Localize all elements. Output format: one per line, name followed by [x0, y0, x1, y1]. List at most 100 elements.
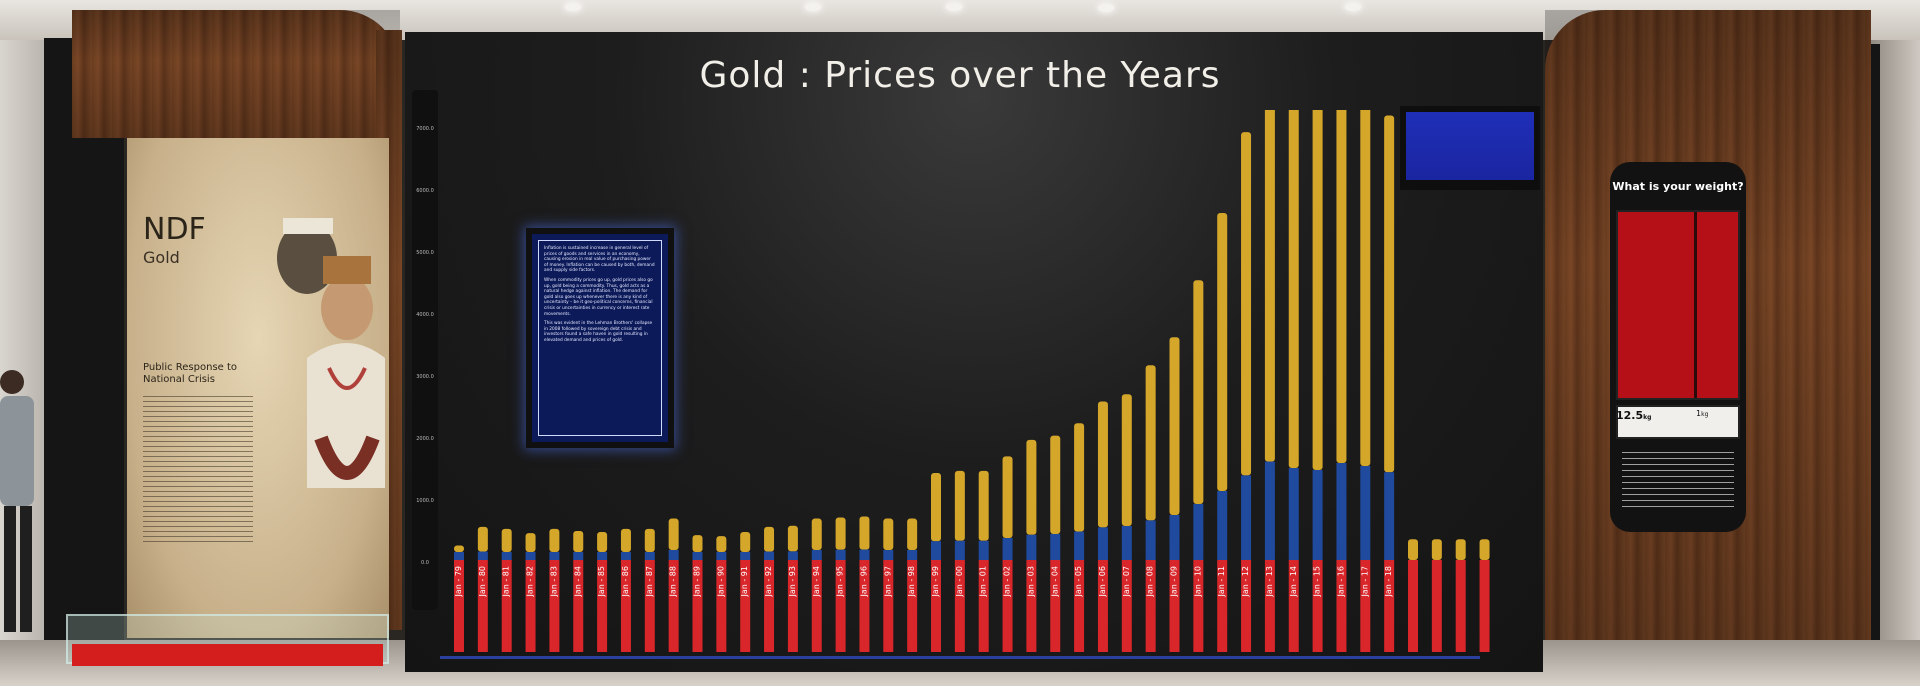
bar-red-label-strip — [1097, 560, 1108, 652]
bar-year-label: Jan - 81 — [502, 566, 511, 597]
bar-gold-segment — [1002, 456, 1013, 538]
bar-red-label-strip — [1431, 560, 1442, 652]
bar-gold-segment — [954, 470, 965, 541]
bar-gold-segment — [883, 518, 894, 550]
bar-year-label: Jan - 98 — [907, 566, 916, 597]
bar-blue-segment — [1145, 520, 1156, 560]
bar-gold-segment — [716, 536, 727, 552]
wall-title: Gold : Prices over the Years — [699, 55, 1221, 96]
bar-red-label-strip — [787, 560, 798, 652]
ndf-gold-poster: NDF Gold Public Response to National Cri… — [127, 138, 389, 638]
bar-gold-segment — [978, 470, 989, 541]
bar-blue-segment — [811, 550, 822, 560]
bar-year-label: Jan - 07 — [1122, 566, 1131, 597]
axis-tick-label: 4000.0 — [416, 312, 434, 318]
bar-year-label: Jan - 99 — [931, 566, 940, 597]
bar-blue-segment — [1241, 475, 1252, 560]
inflation-info-screen: Inflation is sustained increase in gener… — [526, 228, 674, 448]
bar-year-label: Jan - 85 — [597, 566, 606, 597]
bar-gold-segment — [1241, 132, 1252, 476]
bar-year-label: Jan - 88 — [669, 566, 678, 597]
track-light — [1345, 3, 1361, 11]
bar-blue-segment — [668, 550, 679, 560]
bar-red-label-strip — [931, 560, 941, 652]
bar-red-label-strip — [644, 560, 655, 652]
axis-tick-label: 7000.0 — [416, 126, 434, 132]
bar-blue-segment — [1169, 515, 1180, 560]
bar-red-label-strip — [764, 560, 775, 652]
bar-red-label-strip — [549, 560, 560, 652]
bar-red-label-strip — [1241, 560, 1252, 652]
bar-blue-segment — [1217, 491, 1228, 560]
price-axis-ruler: 0.0 1000.0 2000.0 3000.0 4000.0 5000.0 6000.0 7… — [412, 90, 438, 610]
bar-year-label: Jan - 03 — [1026, 566, 1035, 597]
bar-gold-segment — [1026, 439, 1037, 535]
bar-red-label-strip — [1074, 560, 1085, 652]
bar-gold-segment — [549, 528, 560, 552]
bar-red-label-strip — [1026, 560, 1037, 652]
bar-blue-segment — [954, 540, 965, 560]
right-wood-panel — [1545, 10, 1871, 640]
bar-gold-segment — [454, 545, 464, 552]
bar-gold-segment — [1121, 394, 1132, 526]
bar-red-label-strip — [859, 560, 870, 652]
bar-blue-segment — [740, 552, 751, 560]
poster-title: NDF — [143, 212, 206, 247]
bar-year-label: Jan - 86 — [621, 566, 630, 597]
bar-year-label: Jan - 82 — [526, 566, 535, 597]
chart-baseline-strip — [440, 656, 1480, 659]
poster-heading: Public Response to National Crisis — [143, 362, 238, 385]
bar-gold-segment — [501, 528, 512, 552]
bar-year-label: Jan - 97 — [883, 566, 892, 597]
weight-display-kiosk: What is your weight? 12.5kg 1kg — [1610, 162, 1746, 532]
bar-red-label-strip — [597, 560, 608, 652]
bar-gold-segment — [1097, 401, 1108, 528]
bar-blue-segment — [1193, 504, 1204, 560]
bar-gold-segment — [1455, 539, 1466, 560]
axis-tick-label: 3000.0 — [416, 374, 434, 380]
portrait-illustration — [277, 218, 385, 488]
bar-year-label: Jan - 90 — [716, 566, 725, 597]
bar-gold-segment — [907, 518, 918, 550]
bar-year-label: Jan - 94 — [812, 566, 821, 597]
track-light — [1098, 4, 1114, 12]
bar-red-label-strip — [1121, 560, 1132, 652]
visitor-figure — [0, 370, 34, 632]
bar-year-label: Jan - 00 — [955, 566, 964, 597]
weight-value-b: 1kg — [1696, 409, 1709, 418]
bar-blue-segment — [454, 552, 464, 560]
bar-blue-segment — [692, 552, 703, 560]
bar-year-label: Jan - 16 — [1336, 566, 1345, 597]
bar-gold-segment — [573, 530, 584, 552]
bar-gold-segment — [835, 517, 846, 550]
bar-red-label-strip — [692, 560, 703, 652]
weight-kiosk-instructions — [1622, 452, 1734, 512]
bar-red-label-strip — [477, 560, 488, 652]
bar-red-label-strip — [1408, 560, 1418, 652]
wall-tv — [1400, 106, 1540, 190]
weight-screen-divider — [1694, 212, 1697, 398]
bar-red-label-strip — [1145, 560, 1156, 652]
bar-year-label: Jan - 18 — [1384, 566, 1393, 597]
bar-year-label: Jan - 83 — [549, 566, 558, 597]
display-case-red-base — [72, 644, 383, 666]
weight-scale-bar — [1616, 405, 1740, 439]
bar-year-label: Jan - 84 — [573, 566, 582, 597]
bar-gold-segment — [1384, 115, 1395, 473]
track-light — [805, 3, 821, 11]
bar-red-label-strip — [740, 560, 751, 652]
bar-blue-segment — [597, 552, 608, 560]
bar-year-label: Jan - 17 — [1360, 566, 1369, 597]
bar-red-label-strip — [1479, 560, 1490, 652]
bar-gold-segment — [1193, 280, 1204, 504]
bar-blue-segment — [1384, 472, 1395, 560]
bar-gold-segment — [740, 532, 751, 552]
bar-red-label-strip — [1455, 560, 1466, 652]
bar-blue-segment — [1074, 531, 1085, 560]
bar-blue-segment — [1002, 538, 1013, 560]
left-wood-canopy — [72, 10, 400, 138]
weight-kiosk-title: What is your weight? — [1612, 180, 1744, 193]
bar-gold-segment — [597, 532, 608, 552]
bar-red-label-strip — [1193, 560, 1204, 652]
bar-red-label-strip — [454, 560, 464, 652]
